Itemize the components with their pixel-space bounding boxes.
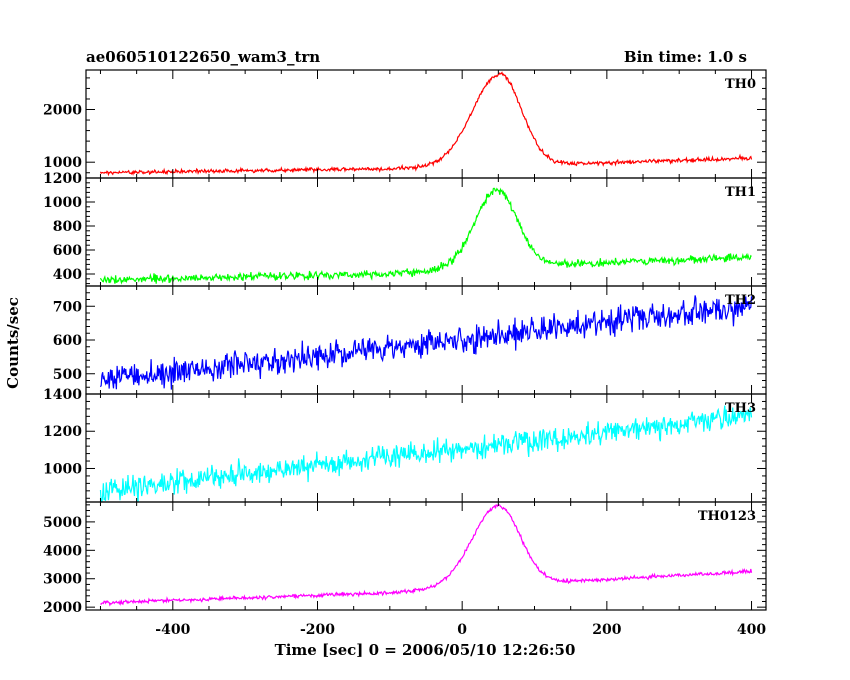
chart-title-right: Bin time: 1.0 s bbox=[624, 48, 747, 66]
y-tick-label: 1200 bbox=[43, 171, 82, 187]
panel-label-th3: TH3 bbox=[725, 401, 756, 416]
y-tick-label: 5000 bbox=[43, 515, 82, 531]
y-tick-label: 2000 bbox=[43, 103, 82, 119]
panel-th0123: 2000 3000 4000 5000 TH0123 bbox=[43, 501, 767, 616]
y-axis-label: Counts/sec bbox=[4, 297, 22, 389]
panel-th2: 500 600 700 TH2 bbox=[53, 285, 767, 395]
panel-th3: 1000 1200 1400 TH3 bbox=[43, 387, 767, 503]
y-tick-label: 1000 bbox=[43, 195, 82, 211]
y-tick-label: 3000 bbox=[43, 572, 82, 588]
y-tick-label: 600 bbox=[53, 333, 82, 349]
y-tick-label: 1000 bbox=[43, 155, 82, 171]
panels-layer: 10002000TH040060080010001200TH1500600700… bbox=[43, 69, 767, 638]
y-tick-label: 4000 bbox=[43, 543, 82, 559]
x-axis-label: Time [sec] 0 = 2006/05/10 12:26:50 bbox=[275, 641, 576, 659]
y-tick-label: 500 bbox=[53, 367, 82, 383]
y-tick-label: 1200 bbox=[43, 424, 82, 440]
x-tick-label: 400 bbox=[737, 622, 766, 638]
panel-label-th2: TH2 bbox=[725, 293, 756, 308]
panel-frame bbox=[85, 177, 767, 287]
panel-th0: 1000 2000 TH0 bbox=[43, 69, 767, 179]
series-line-th3 bbox=[99, 405, 753, 502]
series-line-th0123 bbox=[100, 503, 753, 607]
y-tick-label: 600 bbox=[53, 243, 82, 259]
panel-label-th1: TH1 bbox=[725, 185, 756, 200]
series-line-th1 bbox=[99, 187, 752, 285]
chart-title-left: ae060510122650_wam3_trn bbox=[86, 48, 320, 66]
y-tick-label: 2000 bbox=[43, 600, 82, 616]
y-tick-label: 1400 bbox=[43, 387, 82, 403]
panel-th1: 400 600 800 1000 1200 TH1 bbox=[43, 171, 767, 287]
x-tick-label: 200 bbox=[592, 622, 621, 638]
panel-frame bbox=[85, 393, 767, 503]
series-line-th2 bbox=[99, 295, 753, 390]
x-tick-label: -400 bbox=[155, 622, 190, 638]
y-tick-label: 700 bbox=[53, 299, 82, 315]
panel-label-th0123: TH0123 bbox=[698, 509, 756, 524]
panel-frame bbox=[85, 69, 767, 179]
y-tick-label: 400 bbox=[53, 267, 82, 283]
panel-frame bbox=[85, 501, 767, 611]
panel-label-th0: TH0 bbox=[725, 77, 756, 92]
x-tick-label: -200 bbox=[300, 622, 335, 638]
y-tick-label: 1000 bbox=[43, 461, 82, 477]
series-line-th0 bbox=[99, 71, 753, 177]
y-tick-label: 800 bbox=[53, 219, 82, 235]
x-tick-label: 0 bbox=[457, 622, 467, 638]
